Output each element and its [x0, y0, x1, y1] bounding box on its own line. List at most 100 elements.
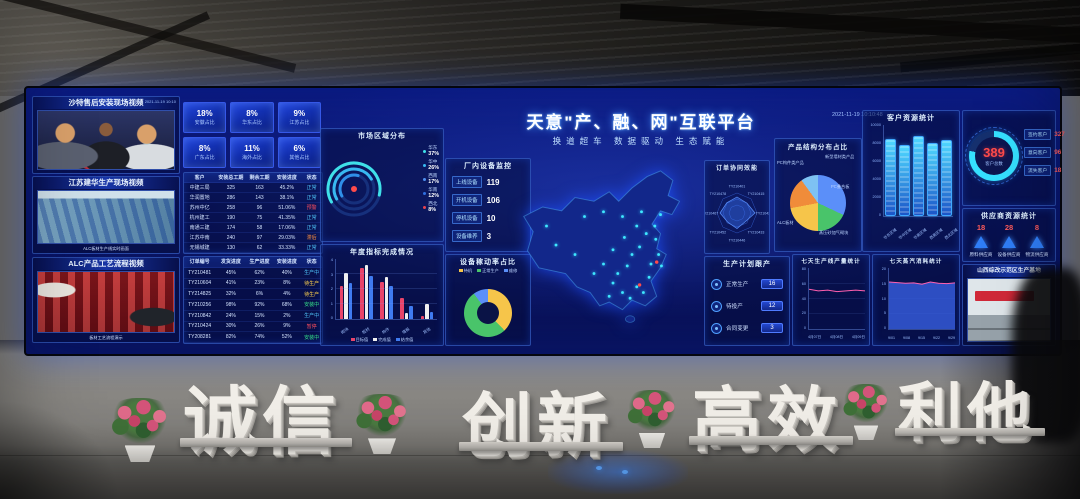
table-cell: 29.03% — [278, 234, 296, 241]
table-cell: TY210256 — [188, 301, 212, 308]
table-cell: 52% — [281, 334, 292, 341]
table-cell: 中建三局 — [189, 185, 210, 191]
production-plan-row: 合同变更 3 — [711, 322, 783, 334]
radar-ring — [728, 204, 746, 222]
y-tick: 40 — [801, 296, 806, 301]
gridline — [336, 273, 437, 274]
map-location-dot — [554, 243, 558, 247]
equipment-label: 开机设备 — [452, 194, 482, 206]
floor-edge — [0, 455, 1080, 456]
table-cell: 45.2% — [279, 184, 294, 191]
bar — [420, 316, 425, 319]
supplier-value: 8 — [1034, 223, 1040, 232]
table-row: 杭州建工 190 75 41.35% 正常 — [184, 213, 322, 223]
table-cell: 17.06% — [278, 224, 296, 231]
kpi-label: 其他占比 — [289, 155, 310, 161]
table-cell: 待生产 — [304, 280, 320, 287]
plot-area — [335, 259, 437, 320]
legend-item: 华中 26% — [423, 159, 439, 171]
plot-area — [883, 125, 953, 217]
table-header-cell: 状态 — [306, 259, 317, 266]
x-label: 墙板 — [401, 326, 411, 335]
y-tick: 20 — [881, 267, 886, 271]
video-panel-jianhua: 江苏建华生产现场视频 ALC板材生产线实时画面 — [32, 176, 180, 254]
hall-ceiling — [0, 0, 1080, 129]
table-cell: 24% — [225, 312, 236, 319]
bar — [404, 313, 409, 319]
map-location-dot — [659, 213, 662, 217]
stat-value: 18 — [1054, 167, 1062, 174]
table-header-cell: 安装进度 — [276, 175, 297, 181]
equipment-label: 上线设备 — [452, 176, 482, 188]
kpi-tile: 6% 其他占比 — [277, 137, 321, 168]
slogan-base — [459, 442, 623, 451]
video-frame — [37, 271, 175, 333]
kpi-value: 6% — [293, 144, 306, 153]
y-tick: 1 — [330, 300, 333, 306]
corner-shadow — [0, 400, 120, 499]
stage-wall — [0, 340, 1080, 499]
table-cell: 正常 — [306, 245, 317, 251]
worker-icon — [711, 278, 722, 290]
donut-legend: 待机 正常生产 维修 — [448, 268, 528, 274]
y-axis-ticks: 20 15 10 5 0 — [876, 267, 886, 330]
video-still-machinery — [38, 272, 174, 332]
radar-label: TY210452 — [710, 230, 727, 234]
kpi-value: 8% — [198, 144, 211, 153]
panel-title: 七天蒸汽消耗统计 — [889, 259, 943, 265]
production-plan-row: 待投产 12 — [711, 300, 783, 312]
legend-swatch — [350, 338, 355, 341]
table-cell: 生产中 — [304, 270, 320, 277]
equipment-monitor-panel: 厂内设备监控 上线设备 119 开机设备 106 停机设备 10 设备维养 3 — [445, 158, 531, 252]
y-axis-ticks: 80 60 40 20 0 — [796, 267, 806, 330]
panel-title: 生产计划跟产 — [723, 261, 771, 268]
table-cell: TY210481 — [188, 269, 212, 276]
plan-value: 3 — [761, 323, 783, 333]
table-cell: 9% — [283, 323, 291, 330]
potted-plant — [838, 384, 894, 440]
table-header-row: 订单编号 发货进度 生产进度 安装进度 状态 — [184, 257, 322, 268]
table-cell: 325 — [226, 184, 236, 191]
worker-icon — [711, 322, 722, 334]
utilization-panel: 设备稼动率占比 待机 正常生产 维修 — [445, 254, 531, 346]
table-cell: 正常 — [306, 215, 317, 221]
x-label: 华中区域 — [898, 227, 913, 241]
bar — [348, 283, 353, 319]
table-cell: 174 — [226, 224, 236, 231]
line-chart: 20 15 10 5 0 9/01 9/08 9/15 9/22 9/29 — [876, 267, 956, 342]
production-plan-list: 正常生产 16 待投产 12 合同变更 3 — [711, 273, 783, 339]
kpi-value: 18% — [196, 109, 213, 118]
bar — [364, 265, 369, 319]
plan-label: 合同变更 — [726, 326, 749, 332]
table-cell: 安装中 — [304, 334, 320, 341]
kpi-tile: 9% 江苏占比 — [277, 102, 321, 133]
legend-item: 华南 12% — [423, 187, 439, 199]
kpi-value: 11% — [244, 144, 260, 153]
y-tick: 0 — [803, 326, 806, 330]
table-cell: 45% — [225, 269, 236, 276]
data-line — [889, 281, 955, 285]
kpi-tile: 18% 安徽占比 — [183, 102, 227, 133]
y-tick: 0 — [878, 213, 881, 217]
panel-title: 供应商资源统计 — [981, 213, 1037, 220]
plant-foliage — [105, 398, 175, 445]
y-tick: 5 — [883, 311, 886, 316]
arc-value — [332, 167, 376, 211]
bar — [409, 305, 413, 319]
map-location-dot — [635, 285, 639, 289]
red-banner — [974, 291, 1034, 301]
equipment-row: 开机设备 106 — [452, 194, 524, 206]
hainan-island — [624, 315, 636, 323]
potted-plant — [350, 394, 414, 454]
line-chart: 80 60 40 20 0 4月07日 4月08日 4月09日 — [796, 267, 866, 342]
plant-foliage — [838, 384, 894, 425]
x-label: 砌块 — [340, 326, 350, 335]
x-label: 9/29 — [948, 336, 955, 340]
equipment-label: 停机设备 — [452, 212, 482, 224]
y-tick: 2000 — [872, 195, 881, 199]
cone-icon — [1029, 236, 1044, 248]
kpi-label: 广东占比 — [194, 155, 215, 161]
table-cell: TY214825 — [188, 291, 212, 298]
table-header-cell: 发货进度 — [220, 259, 241, 266]
